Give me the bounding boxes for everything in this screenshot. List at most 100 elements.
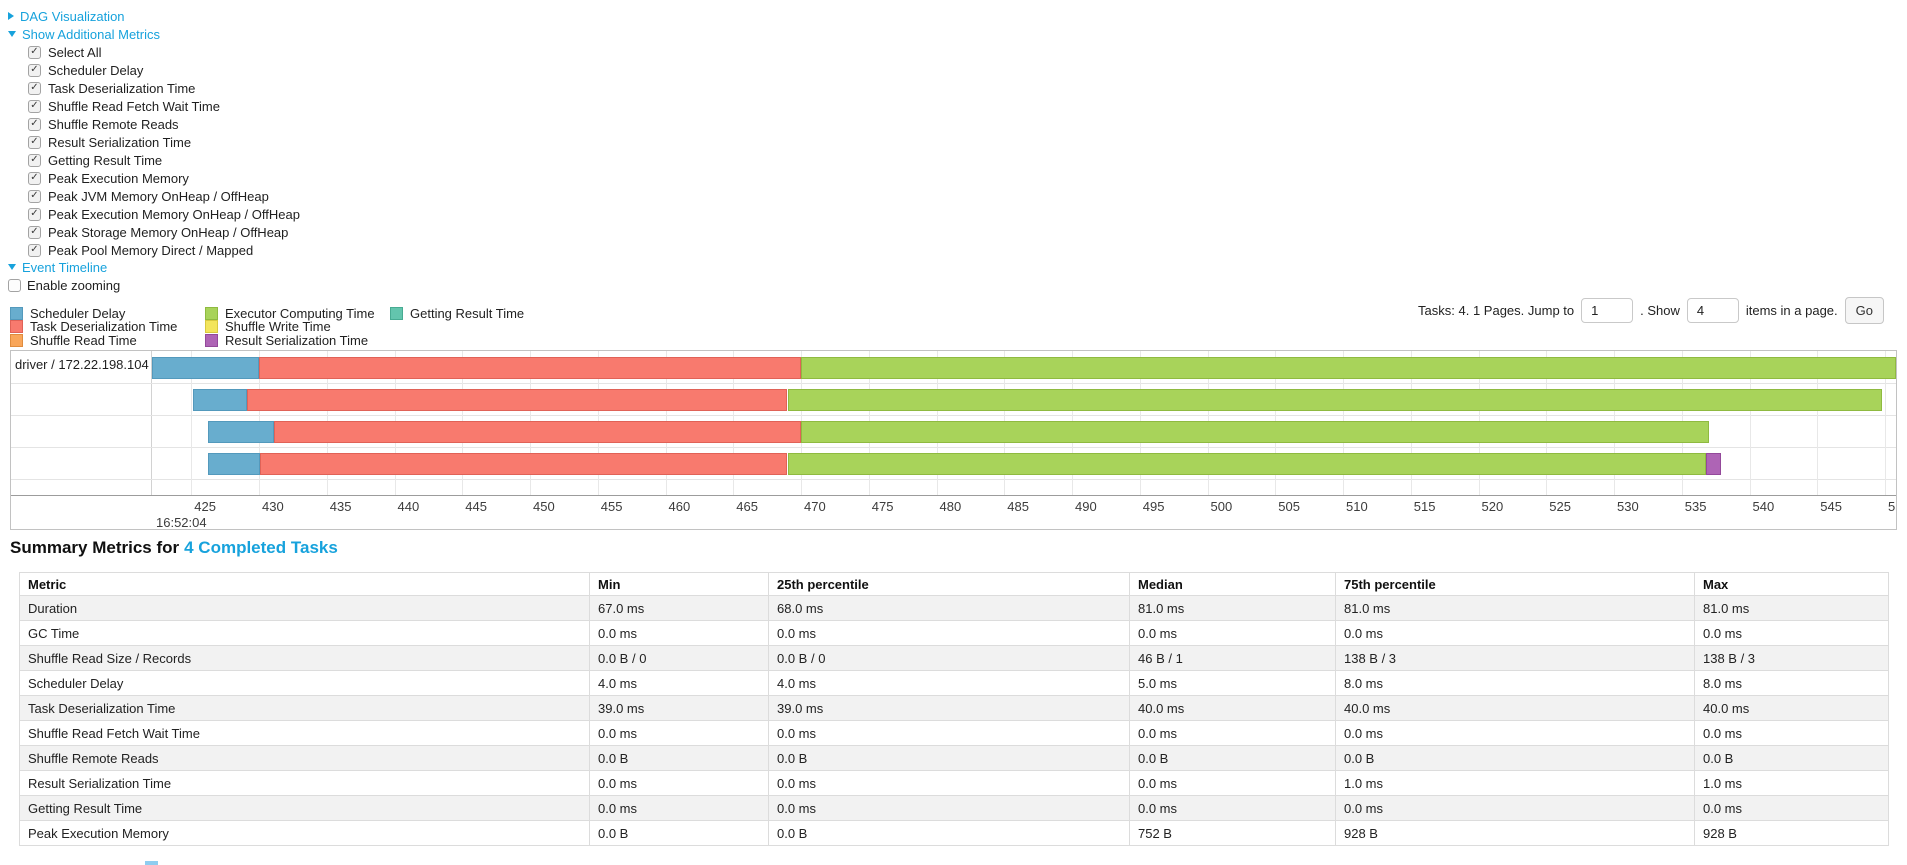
axis-tick-label: 470	[804, 499, 826, 514]
metric-checkbox-row: ✓ Peak Execution Memory	[28, 169, 189, 187]
value-cell: 0.0 ms	[1694, 795, 1889, 821]
value-cell: 40.0 ms	[1129, 695, 1336, 721]
value-cell: 0.0 ms	[589, 770, 769, 796]
task-bar-task_deserialization[interactable]	[274, 421, 802, 443]
value-cell: 1.0 ms	[1694, 770, 1889, 796]
metric-checkbox-row: ✓ Getting Result Time	[28, 151, 162, 169]
task-bar-executor_computing[interactable]	[801, 421, 1709, 443]
metric-cell: Getting Result Time	[19, 795, 590, 821]
value-cell: 0.0 B	[768, 745, 1130, 771]
task-bar-task_deserialization[interactable]	[246, 389, 788, 411]
dag-visualization-link[interactable]: DAG Visualization	[20, 8, 125, 24]
legend-item: Shuffle Read Time	[10, 333, 137, 348]
value-cell: 39.0 ms	[589, 695, 769, 721]
show-additional-metrics-link[interactable]: Show Additional Metrics	[22, 26, 161, 42]
value-cell: 5.0 ms	[1129, 670, 1336, 696]
value-cell: 0.0 ms	[768, 620, 1130, 646]
task-bar-scheduler_delay[interactable]	[152, 357, 259, 379]
axis-tick-label: 460	[668, 499, 691, 514]
metric-checkbox-row: ✓ Shuffle Read Fetch Wait Time	[28, 97, 220, 115]
table-row: Peak Execution Memory 0.0 B 0.0 B 752 B 928 …	[19, 820, 1889, 846]
metric-checkbox[interactable]: ✓	[28, 81, 41, 95]
task-bar-result_serialization[interactable]	[1706, 453, 1722, 475]
metric-checkbox-row: ✓ Task Deserialization Time	[28, 79, 195, 97]
value-cell: 81.0 ms	[1694, 595, 1889, 621]
value-cell: 138 B / 3	[1335, 645, 1695, 671]
metric-checkbox[interactable]: ✓	[28, 45, 41, 59]
enable-zooming-checkbox[interactable]	[8, 278, 21, 292]
chevron-down-icon	[8, 264, 16, 270]
table-header-row: Metric Min 25th percentile Median 75th perce…	[19, 572, 1889, 596]
axis-tick-label: 445	[465, 499, 487, 514]
axis-tick-label: 525	[1549, 499, 1571, 514]
stage-view-controls: DAG Visualization Show Additional Metric…	[0, 0, 900, 300]
axis-tick-label: 545	[1820, 499, 1842, 514]
legend-item: Task Deserialization Time	[10, 319, 177, 334]
axis-tick-label: 520	[1481, 499, 1504, 514]
metric-checkbox[interactable]: ✓	[28, 243, 41, 257]
value-cell: 0.0 B	[768, 820, 1130, 846]
completed-tasks-link[interactable]: 4 Completed Tasks	[184, 538, 338, 557]
axis-tick-label: 480	[939, 499, 962, 514]
show-additional-metrics-toggle[interactable]: Show Additional Metrics	[8, 25, 160, 43]
task-bar-scheduler_delay[interactable]	[192, 389, 247, 411]
task-bar-task_deserialization[interactable]	[260, 453, 788, 475]
metric-checkbox-label: Shuffle Remote Reads	[48, 116, 179, 132]
metric-checkbox[interactable]: ✓	[28, 207, 41, 221]
column-header: Median	[1129, 572, 1336, 596]
metric-checkbox[interactable]: ✓	[28, 171, 41, 185]
legend-label: Getting Result Time	[410, 305, 525, 321]
metric-checkbox[interactable]: ✓	[28, 63, 41, 77]
task-bar-executor_computing[interactable]	[787, 453, 1707, 475]
value-cell: 0.0 B / 0	[768, 645, 1130, 671]
metric-checkbox-row: ✓ Peak Pool Memory Direct / Mapped	[28, 241, 253, 259]
metric-checkbox[interactable]: ✓	[28, 117, 41, 131]
pagination-summary-text: Tasks: 4. 1 Pages. Jump to	[1418, 302, 1575, 318]
task-bar-executor_computing[interactable]	[787, 389, 1883, 411]
page-size-input[interactable]	[1686, 297, 1739, 323]
value-cell: 0.0 ms	[1129, 795, 1336, 821]
event-timeline-link[interactable]: Event Timeline	[22, 259, 108, 275]
row-separator	[11, 447, 1896, 448]
table-row: Task Deserialization Time 39.0 ms 39.0 ms 4…	[19, 695, 1889, 721]
metric-checkbox[interactable]: ✓	[28, 225, 41, 239]
column-header: Min	[589, 572, 769, 596]
value-cell: 0.0 ms	[589, 795, 769, 821]
metric-cell: Duration	[19, 595, 590, 621]
metric-checkbox[interactable]: ✓	[28, 189, 41, 203]
legend-item: Scheduler Delay	[10, 306, 125, 321]
task-bar-scheduler_delay[interactable]	[207, 421, 274, 443]
legend-swatch-getting_result	[390, 306, 403, 320]
table-row: Shuffle Read Size / Records 0.0 B / 0 0.0 …	[19, 645, 1889, 671]
metric-checkbox-label: Peak JVM Memory OnHeap / OffHeap	[48, 188, 269, 204]
task-bar-scheduler_delay[interactable]	[207, 453, 261, 475]
timeline-plot-area	[152, 351, 1896, 495]
value-cell: 0.0 B	[1129, 745, 1336, 771]
axis-tick-label: 495	[1142, 499, 1165, 514]
metric-checkbox[interactable]: ✓	[28, 99, 41, 113]
axis-tick-label: 450	[533, 499, 555, 514]
task-bar-executor_computing[interactable]	[801, 357, 1896, 379]
value-cell: 928 B	[1694, 820, 1889, 846]
value-cell: 0.0 ms	[768, 770, 1130, 796]
task-bar-task_deserialization[interactable]	[259, 357, 801, 379]
legend-swatch-executor_computing	[205, 306, 218, 320]
jump-to-page-input[interactable]	[1581, 297, 1634, 323]
value-cell: 0.0 B	[589, 820, 769, 846]
metric-checkbox[interactable]: ✓	[28, 135, 41, 149]
value-cell: 0.0 ms	[1129, 770, 1336, 796]
value-cell: 39.0 ms	[768, 695, 1130, 721]
timeline-gridline	[1817, 351, 1819, 495]
table-row: Result Serialization Time 0.0 ms 0.0 ms 0.0…	[19, 770, 1889, 796]
legend-item: Getting Result Time	[390, 305, 525, 321]
dag-visualization-toggle[interactable]: DAG Visualization	[8, 7, 125, 25]
legend-item: Executor Computing Time	[205, 305, 375, 321]
summary-metrics-heading-text: Summary Metrics for	[10, 538, 180, 557]
value-cell: 0.0 B	[1335, 745, 1695, 771]
metric-checkbox[interactable]: ✓	[28, 153, 41, 167]
event-timeline-toggle[interactable]: Event Timeline	[8, 258, 107, 276]
legend-label: Executor Computing Time	[225, 305, 375, 321]
table-row: GC Time 0.0 ms 0.0 ms 0.0 ms 0.0 ms 0.0 ms	[19, 620, 1889, 646]
go-button[interactable]: Go	[1844, 296, 1884, 324]
metric-checkbox-row: ✓ Shuffle Remote Reads	[28, 115, 179, 133]
